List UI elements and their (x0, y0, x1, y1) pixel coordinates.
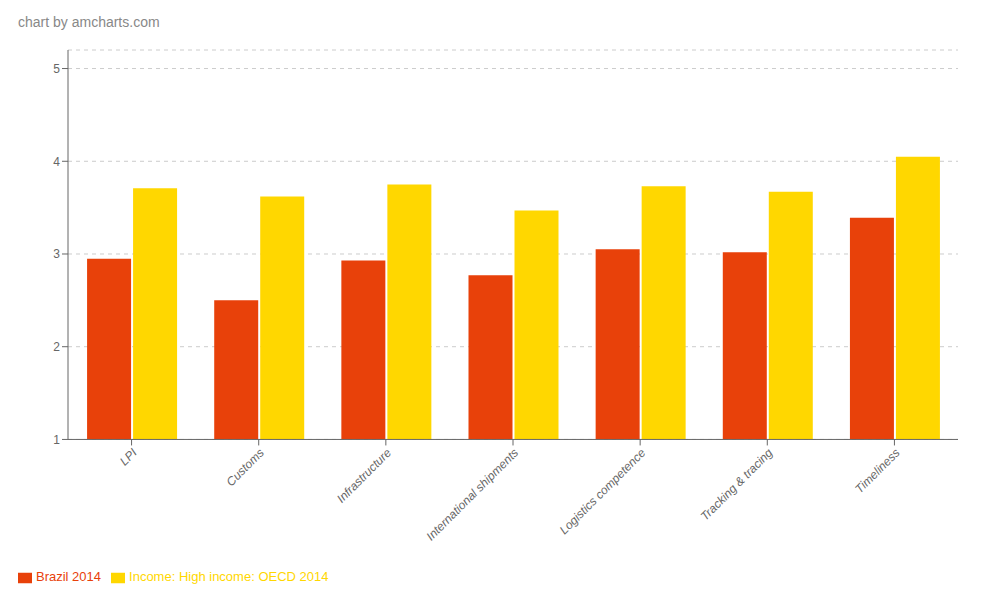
svg-text:Tracking & tracing: Tracking & tracing (698, 445, 776, 523)
svg-text:5: 5 (53, 62, 60, 76)
svg-text:1: 1 (53, 433, 60, 447)
svg-text:4: 4 (53, 155, 60, 169)
svg-text:Timeliness: Timeliness (852, 446, 902, 496)
svg-text:Infrastructure: Infrastructure (334, 445, 394, 505)
html-text:chart by amcharts.com: chart by amcharts.com (18, 14, 160, 30)
svg-text:2: 2 (53, 340, 60, 354)
svg-text:Logistics competence: Logistics competence (557, 445, 649, 537)
svg-text:3: 3 (53, 247, 60, 261)
svg-text:Customs: Customs (223, 446, 266, 489)
svg-text:LPI: LPI (117, 445, 140, 468)
html-text:Brazil 2014: Brazil 2014 (36, 569, 101, 585)
html-text:Income: High income: OECD 2014: Income: High income: OECD 2014 (129, 569, 329, 585)
svg-text:International shipments: International shipments (424, 446, 522, 544)
